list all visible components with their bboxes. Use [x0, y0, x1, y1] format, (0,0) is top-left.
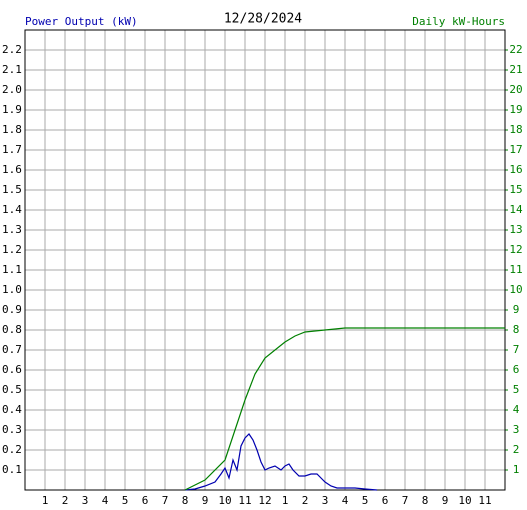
y2-tick-label: 2 — [513, 443, 520, 456]
x-tick-label: 3 — [82, 494, 89, 507]
y-tick-label: 1.8 — [2, 123, 22, 136]
x-tick-label: 10 — [218, 494, 231, 507]
y-tick-label: 1.7 — [2, 143, 22, 156]
x-tick-label: 10 — [458, 494, 471, 507]
y-tick-label: 1.1 — [2, 263, 22, 276]
x-tick-label: 3 — [322, 494, 329, 507]
x-tick-label: 9 — [442, 494, 449, 507]
y2-tick-label: 4 — [513, 403, 520, 416]
y-axis-label: Power Output (kW) — [25, 15, 138, 28]
x-tick-label: 4 — [342, 494, 349, 507]
x-tick-label: 9 — [202, 494, 209, 507]
y-tick-label: 2.0 — [2, 83, 22, 96]
y2-tick-label: 3 — [513, 423, 520, 436]
y-tick-label: 1.4 — [2, 203, 22, 216]
y2-tick-label: 1 — [513, 463, 520, 476]
y2-tick-label: 18 — [509, 123, 522, 136]
x-tick-label: 12 — [258, 494, 271, 507]
y2-tick-label: 12 — [509, 243, 522, 256]
y2-tick-label: 14 — [509, 203, 523, 216]
series-line — [184, 327, 505, 491]
x-tick-label: 8 — [182, 494, 189, 507]
y-tick-label: 0.3 — [2, 423, 22, 436]
x-tick-label: 6 — [142, 494, 149, 507]
x-tick-label: 2 — [62, 494, 69, 507]
y-tick-label: 1.3 — [2, 223, 22, 236]
x-tick-label: 7 — [402, 494, 409, 507]
y2-tick-label: 11 — [509, 263, 522, 276]
x-tick-label: 7 — [162, 494, 169, 507]
y2-tick-label: 10 — [509, 283, 522, 296]
y2-tick-label: 15 — [509, 183, 522, 196]
y2-tick-label: 9 — [513, 303, 520, 316]
y-tick-label: 0.1 — [2, 463, 22, 476]
y2-tick-label: 13 — [509, 223, 522, 236]
y2-tick-label: 16 — [509, 163, 522, 176]
y2-tick-label: 6 — [513, 363, 520, 376]
x-tick-label: 5 — [362, 494, 369, 507]
y2-tick-label: 8 — [513, 323, 520, 336]
x-tick-label: 1 — [42, 494, 49, 507]
x-tick-label: 8 — [422, 494, 429, 507]
x-tick-label: 5 — [122, 494, 129, 507]
y2-tick-label: 19 — [509, 103, 522, 116]
y2-tick-label: 7 — [513, 343, 520, 356]
x-tick-label: 1 — [282, 494, 289, 507]
x-tick-label: 11 — [238, 494, 251, 507]
y-tick-label: 1.9 — [2, 103, 22, 116]
x-tick-label: 11 — [478, 494, 491, 507]
y-tick-label: 0.9 — [2, 303, 22, 316]
y-tick-label: 0.2 — [2, 443, 22, 456]
y-tick-label: 1.5 — [2, 183, 22, 196]
y-tick-label: 0.8 — [2, 323, 22, 336]
y-tick-label: 1.2 — [2, 243, 22, 256]
y-tick-label: 0.4 — [2, 403, 22, 416]
y2-tick-label: 21 — [509, 63, 522, 76]
y2-tick-label: 5 — [513, 383, 520, 396]
y-tick-label: 1.0 — [2, 283, 22, 296]
y-tick-label: 1.6 — [2, 163, 22, 176]
x-tick-label: 2 — [302, 494, 309, 507]
y2-tick-label: 17 — [509, 143, 522, 156]
y2-tick-label: 22 — [509, 43, 522, 56]
y2-tick-label: 20 — [509, 83, 522, 96]
y-tick-label: 0.7 — [2, 343, 22, 356]
y-tick-label: 2.2 — [2, 43, 22, 56]
series-line — [184, 433, 378, 491]
y2-axis-label: Daily kW-Hours — [412, 15, 505, 28]
y-tick-label: 0.6 — [2, 363, 22, 376]
chart-title: 12/28/2024 — [224, 12, 302, 27]
y-tick-label: 0.5 — [2, 383, 22, 396]
y-tick-label: 2.1 — [2, 63, 22, 76]
plot-border — [24, 29, 506, 491]
x-tick-label: 6 — [382, 494, 389, 507]
x-tick-label: 4 — [102, 494, 109, 507]
